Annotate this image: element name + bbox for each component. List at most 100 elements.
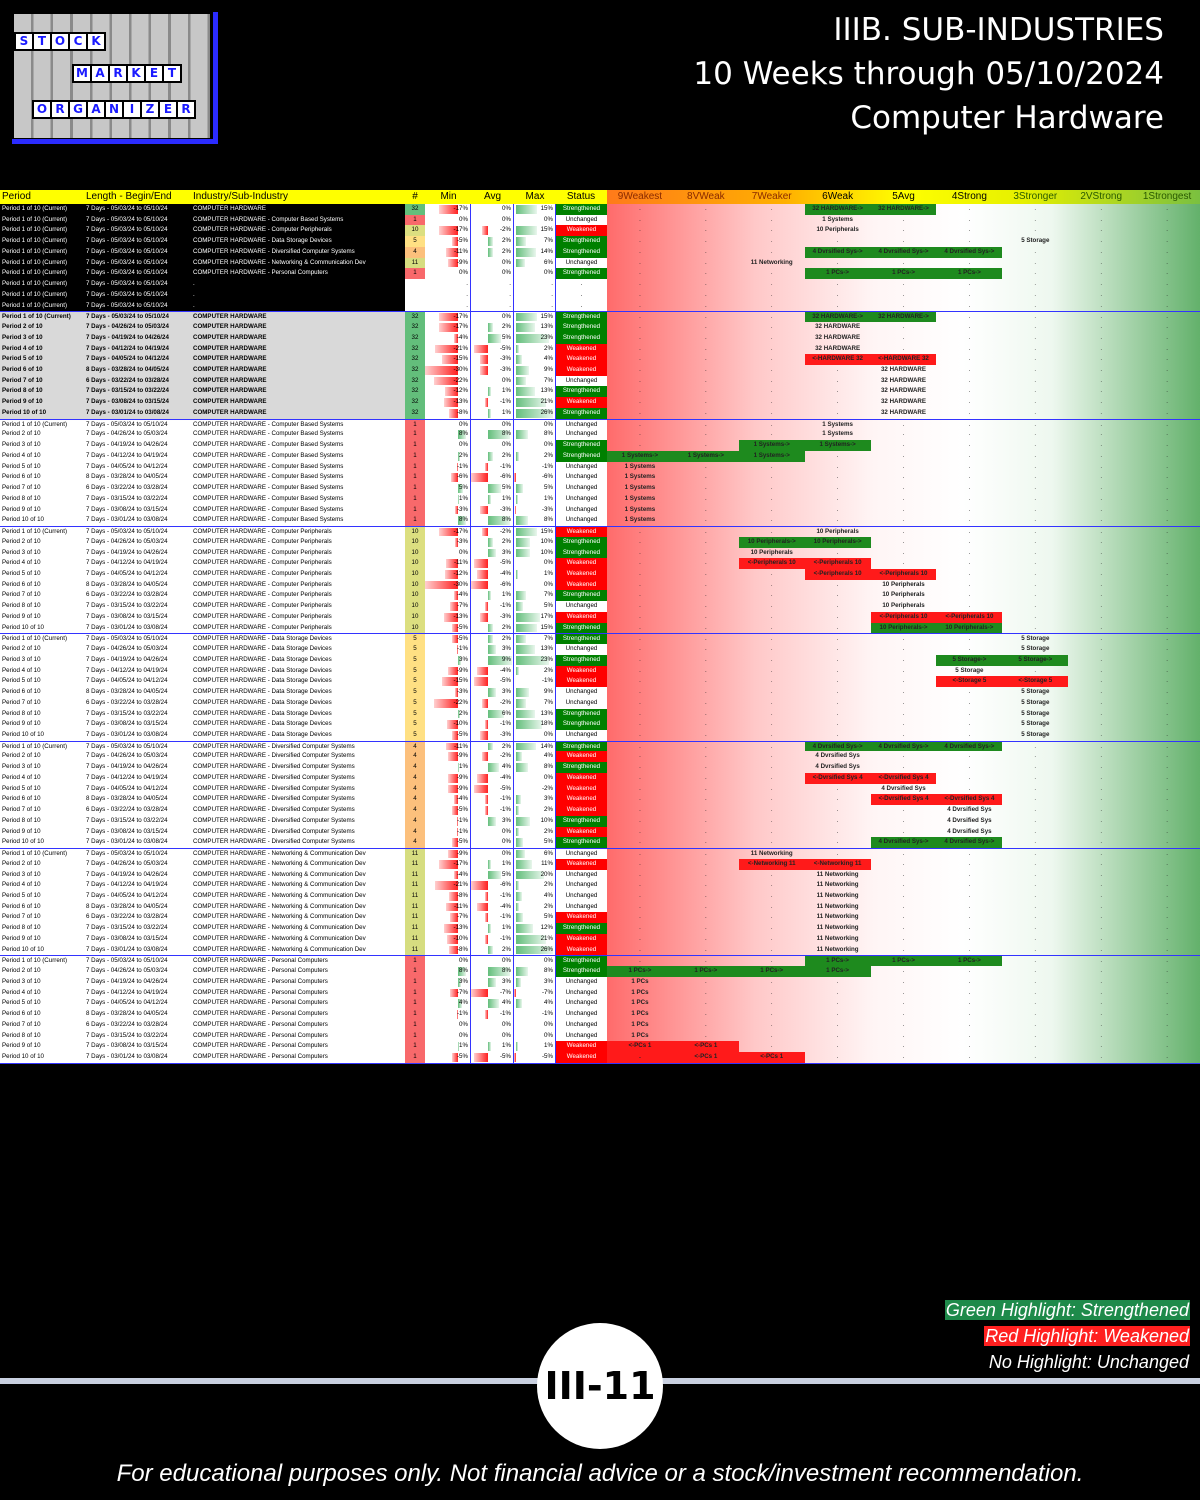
value-bar [516, 323, 535, 332]
rank-cell-9weakest: . [639, 945, 641, 953]
rank-cell-1strongest: . [1166, 473, 1168, 481]
value-bar [516, 355, 523, 365]
rank-cell-7weaker: . [770, 1010, 773, 1018]
value-bar [516, 1042, 518, 1052]
count-cell: 11 [405, 869, 425, 881]
rank-cell-5avg: 32 HARDWARE [880, 376, 927, 384]
rank-cell-3stronger: . [1034, 313, 1037, 321]
rank-cell-9weakest: . [639, 441, 641, 449]
value-bar [516, 645, 535, 654]
table-row: Period 1 of 10 (Current) 7 Days - 05/03/2… [0, 526, 1200, 537]
value-bar [516, 333, 549, 343]
rank-cell-7weaker: . [770, 313, 773, 321]
avg-cell: -2% [470, 697, 513, 709]
max-cell: 7% [513, 697, 555, 709]
rank-cells: .... 32 HARDWARE.... [607, 397, 1200, 408]
status-badge: Strengthened [555, 956, 607, 967]
period-cell: Period 4 of 10 [0, 772, 84, 784]
rank-cell-9weakest: . [639, 559, 641, 567]
avg-cell: -6% [470, 472, 513, 484]
rank-cell-3stronger: . [1034, 623, 1037, 631]
min-cell-text: -8% [456, 945, 468, 953]
value-bar [479, 505, 488, 515]
header-status: Status [566, 191, 596, 202]
rank-cells: 1 Systems........ [607, 493, 1200, 505]
value-bar [444, 569, 458, 579]
logo-letter: E [160, 102, 176, 117]
rank-cell-6weak: . [836, 505, 839, 513]
rank-cell-6weak: 11 Networking [816, 870, 859, 878]
industry-cell: COMPUTER HARDWARE - Computer Peripherals [191, 622, 405, 634]
rank-cell-7weaker: . [770, 977, 773, 985]
table-row: Period 10 of 10 7 Days - 03/01/24 to 03/0… [0, 729, 1200, 741]
rank-cell-7weaker: . [770, 677, 773, 685]
rank-cell-3stronger: . [1034, 924, 1037, 932]
rank-cell-3stronger: . [1034, 376, 1037, 384]
count-cell: 1 [405, 214, 425, 226]
industry-cell: COMPUTER HARDWARE - Computer Peripherals [191, 225, 405, 237]
length-cell: 6 Days - 03/22/24 to 03/28/24 [84, 375, 191, 387]
value-bar [485, 720, 488, 729]
max-cell: 12% [513, 923, 555, 934]
value-bar [516, 698, 527, 708]
rank-cell-7weaker: . [770, 784, 773, 792]
min-cell-text: 1% [459, 494, 468, 502]
rank-cell-2vstrong: . [1100, 484, 1103, 492]
industry-cell: COMPUTER HARDWARE [191, 365, 405, 376]
status-badge: Unchanged [555, 214, 607, 226]
rank-cell-3stronger: 5 Storage [1021, 709, 1050, 717]
value-bar [516, 528, 538, 536]
rank-cell-7weaker: 11 Networking [750, 258, 793, 266]
industry-cell: COMPUTER HARDWARE - Diversified Computer… [191, 772, 405, 784]
value-bar [516, 205, 538, 214]
value-bar [476, 569, 488, 579]
rank-cell-4strong: . [968, 784, 971, 792]
period-cell: Period 9 of 10 [0, 1041, 84, 1053]
max-cell-text: 10% [540, 548, 553, 556]
min-cell: -9% [425, 257, 470, 269]
value-bar [516, 999, 523, 1009]
rank-cell-8vweak: 1 Systems-> [672, 450, 739, 462]
avg-cell: 1% [470, 386, 513, 398]
rank-cells: ......5 Storage.. [607, 634, 1200, 645]
rank-cell-2vstrong: . [1100, 677, 1103, 685]
avg-cell-text: -6% [499, 881, 511, 889]
industry-cell: COMPUTER HARDWARE - Data Storage Devices [191, 697, 405, 709]
rank-cells: ...4 Dvrsified Sys-> 4 Dvrsified Sys-> 4 D… [607, 246, 1200, 258]
value-bar [452, 237, 458, 246]
rank-cell-1strongest: . [1166, 806, 1168, 814]
rank-cell-1strongest: . [1166, 387, 1168, 395]
rank-cells: ......... [607, 279, 1200, 290]
table-row: Period 8 of 10 7 Days - 03/15/24 to 03/22… [0, 493, 1200, 505]
max-cell: 5% [513, 837, 555, 849]
value-bar [516, 902, 520, 912]
value-bar [457, 451, 460, 461]
rank-cell-1strongest: . [1166, 366, 1168, 374]
period-cell: Period 8 of 10 [0, 815, 84, 827]
status-badge: Unchanged [555, 998, 607, 1010]
table-row: Period 3 of 10 7 Days - 04/19/24 to 04/26… [0, 547, 1200, 559]
length-cell: 7 Days - 04/12/24 to 04/19/24 [84, 558, 191, 569]
rank-cell-3stronger: . [1034, 505, 1037, 513]
max-cell-text: 0% [544, 1031, 553, 1039]
value-bar [516, 623, 538, 633]
min-cell-text: -21% [453, 344, 468, 352]
rank-cell-3stronger: . [1034, 580, 1037, 588]
rank-cell-2vstrong: . [1100, 387, 1103, 395]
rank-cell-7weaker: . [770, 945, 773, 953]
count-cell [405, 279, 425, 290]
rank-cell-1strongest: . [1166, 494, 1168, 502]
rank-cell-5avg: . [902, 677, 905, 685]
length-cell: 7 Days - 04/19/24 to 04/26/24 [84, 654, 191, 666]
period-cell: Period 10 of 10 [0, 1052, 84, 1063]
min-cell: -13% [425, 397, 470, 408]
rank-cell-7weaker: . [770, 698, 773, 706]
status-badge: . [555, 279, 607, 290]
rank-cell-5avg: . [902, 881, 905, 889]
page-number: III-11 [537, 1323, 663, 1449]
rank-cell-2vstrong: . [1100, 376, 1103, 384]
rank-cell-9weakest: . [639, 677, 641, 685]
rank-cell-9weakest: . [639, 420, 641, 428]
length-cell: 7 Days - 03/15/24 to 03/22/24 [84, 386, 191, 398]
length-cell: 7 Days - 05/03/24 to 05/10/24 [84, 246, 191, 258]
